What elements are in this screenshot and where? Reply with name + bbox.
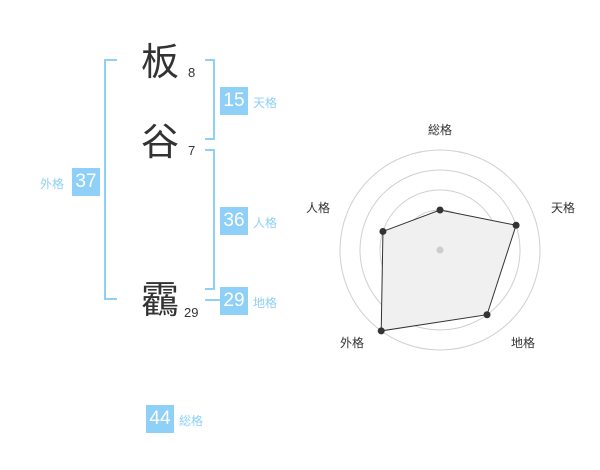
- stroke-count-3: 29: [184, 305, 199, 320]
- radar-label-gaikaku: 外格: [340, 335, 364, 350]
- chikaku-value: 29: [220, 287, 248, 315]
- name-char-2: 谷: [140, 120, 179, 164]
- radar-point: [379, 227, 387, 235]
- tenkaku-value: 15: [220, 87, 248, 115]
- soukaku-label: 総格: [179, 414, 204, 428]
- name-char-1: 板: [140, 40, 179, 84]
- gaikaku-label: 外格: [40, 177, 65, 191]
- tenkaku-label: 天格: [253, 96, 278, 110]
- radar-center: [436, 246, 444, 254]
- gaikaku-value: 37: [72, 168, 100, 196]
- radar-label-tenkaku: 天格: [551, 200, 575, 215]
- radar-ring: [359, 169, 521, 331]
- stroke-count-2: 7: [188, 143, 196, 158]
- jinkaku-value: 36: [220, 207, 248, 235]
- chikaku-connector: [205, 299, 220, 301]
- soukaku-value: 44: [146, 405, 174, 433]
- jinkaku-label: 人格: [253, 216, 278, 230]
- name-char-3: 靏: [140, 278, 179, 322]
- radar-label-soukaku: 総格: [428, 122, 452, 137]
- radar-label-jinkaku: 人格: [306, 200, 330, 215]
- radar-point: [483, 311, 491, 319]
- stroke-count-1: 8: [188, 65, 196, 80]
- radar-point: [512, 221, 520, 229]
- radar-point: [436, 206, 444, 214]
- radar-area: [380, 209, 517, 332]
- chikaku-label: 地格: [253, 296, 278, 310]
- radar-label-chikaku: 地格: [511, 335, 535, 350]
- radar-point: [377, 327, 385, 335]
- radar-ring: [339, 149, 541, 351]
